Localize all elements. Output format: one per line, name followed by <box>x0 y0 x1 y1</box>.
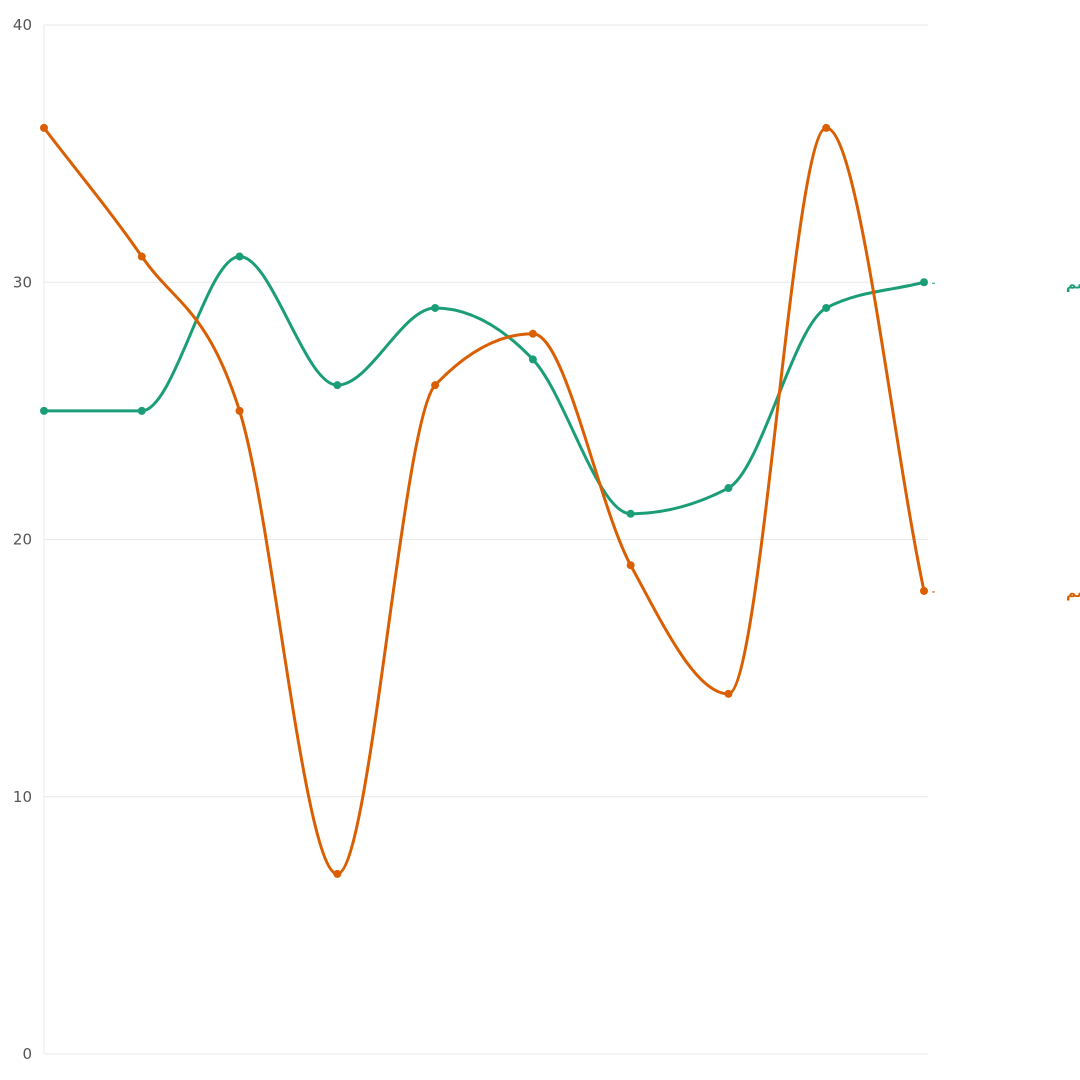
data-point <box>724 484 733 493</box>
series-line <box>42 126 926 876</box>
data-point <box>333 381 342 390</box>
data-point <box>724 689 733 698</box>
series-label: قبل تولی نعیم قاسم <box>1066 276 1080 292</box>
series-2 <box>40 123 928 878</box>
data-point <box>235 252 244 261</box>
data-point <box>822 303 831 312</box>
data-point <box>528 355 537 364</box>
series-line <box>42 255 926 516</box>
data-point <box>137 252 146 261</box>
series-layer <box>40 123 928 878</box>
y-tick-label: 0 <box>22 1045 32 1063</box>
data-point <box>626 561 635 570</box>
axis-layer: 0 10 20 30 40 <box>13 16 45 1063</box>
data-point <box>333 869 342 878</box>
y-tick-label: 20 <box>13 531 32 549</box>
data-point <box>137 406 146 415</box>
grid-layer <box>44 24 928 1055</box>
data-point <box>40 406 48 415</box>
series-label-layer: قبل تولی نعیم قاسم بعد تولی نعیم قاسم <box>932 276 1080 601</box>
data-point <box>235 406 244 415</box>
series-label: بعد تولی نعیم قاسم <box>1066 585 1080 601</box>
data-point <box>528 329 537 338</box>
data-point <box>920 586 928 595</box>
data-point <box>626 509 635 518</box>
series-1 <box>40 252 928 518</box>
y-tick-label: 30 <box>13 273 32 291</box>
y-tick-label: 10 <box>13 788 32 806</box>
data-point <box>431 381 440 390</box>
data-point <box>431 303 440 312</box>
data-point <box>40 123 48 132</box>
data-point <box>822 123 831 132</box>
data-point <box>920 278 928 287</box>
y-tick-label: 40 <box>13 16 32 34</box>
